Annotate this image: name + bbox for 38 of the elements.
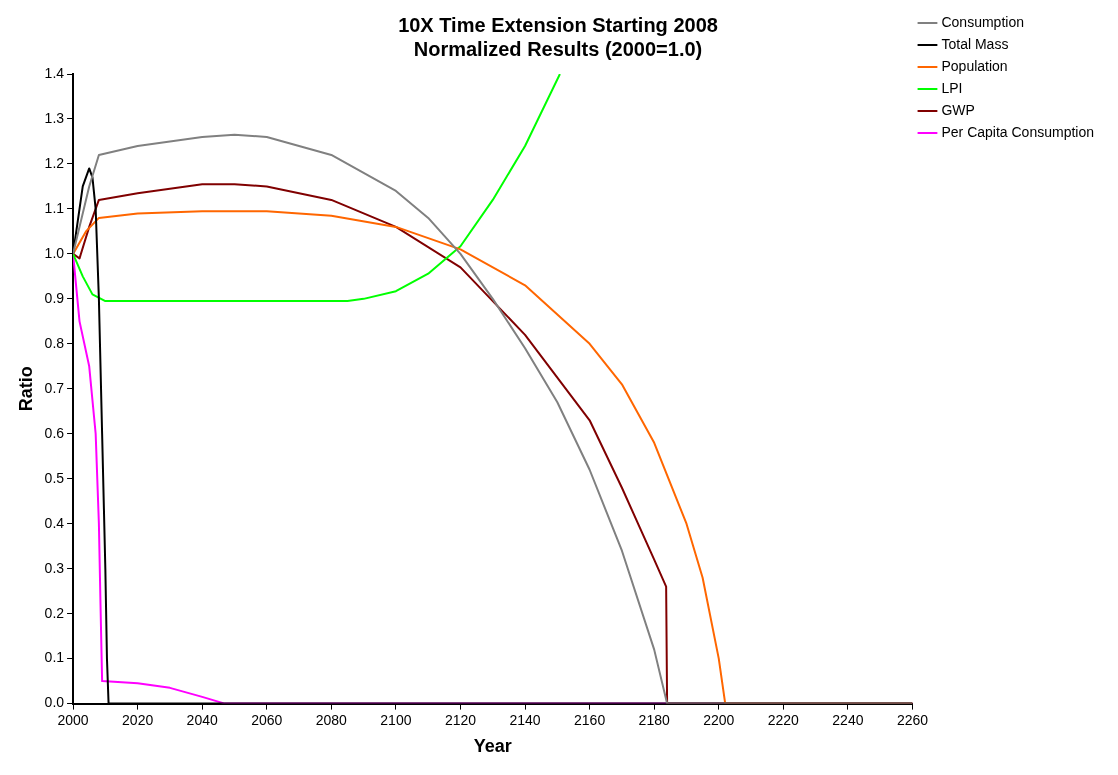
- y-tick-label: 0.4: [44, 514, 65, 531]
- y-axis-title: Ratio: [15, 366, 36, 412]
- y-tick-label: 0.7: [44, 379, 65, 396]
- x-tick-label: 2260: [896, 711, 929, 728]
- x-tick-label: 2200: [703, 711, 735, 728]
- x-axis-title: Year: [473, 736, 512, 757]
- x-tick-label: 2060: [251, 711, 283, 728]
- x-tick-label: 2100: [380, 711, 412, 728]
- x-tick-label: 2240: [832, 711, 864, 728]
- x-tick-label: 2140: [509, 711, 541, 728]
- y-tick-label: 1.4: [44, 64, 65, 81]
- y-tick-label: 0.8: [44, 334, 65, 351]
- y-tick-label: 1.1: [44, 199, 65, 216]
- legend-label: Total Mass: [941, 35, 1009, 52]
- x-tick-label: 2220: [767, 711, 800, 728]
- y-tick-label: 0.1: [44, 649, 65, 666]
- x-tick-label: 2120: [444, 711, 477, 728]
- x-tick-label: 2180: [638, 711, 670, 728]
- x-tick-label: 2080: [315, 711, 348, 728]
- y-tick-label: 1.0: [44, 244, 65, 261]
- legend-label: Population: [941, 57, 1008, 74]
- x-tick-label: 2160: [574, 711, 606, 728]
- y-tick-label: 0.3: [44, 559, 65, 576]
- x-tick-label: 2040: [186, 711, 218, 728]
- x-tick-label: 2020: [122, 711, 154, 728]
- x-tick-label: 2000: [57, 711, 89, 728]
- legend-label: Per Capita Consumption: [941, 123, 1095, 140]
- y-tick-label: 0.6: [44, 424, 65, 441]
- y-tick-label: 0.9: [44, 289, 65, 306]
- y-tick-label: 0.2: [44, 604, 65, 621]
- legend-label: LPI: [941, 79, 963, 96]
- legend-label: GWP: [941, 101, 975, 118]
- y-tick-label: 0.5: [44, 469, 65, 486]
- chart-title: 10X Time Extension Starting 2008 Normalized Results (2000=1.0): [398, 13, 718, 60]
- y-tick-label: 1.2: [44, 154, 65, 171]
- legend-label: Consumption: [941, 13, 1024, 30]
- y-tick-label: 1.3: [44, 109, 65, 126]
- y-tick-label: 0.0: [44, 694, 65, 711]
